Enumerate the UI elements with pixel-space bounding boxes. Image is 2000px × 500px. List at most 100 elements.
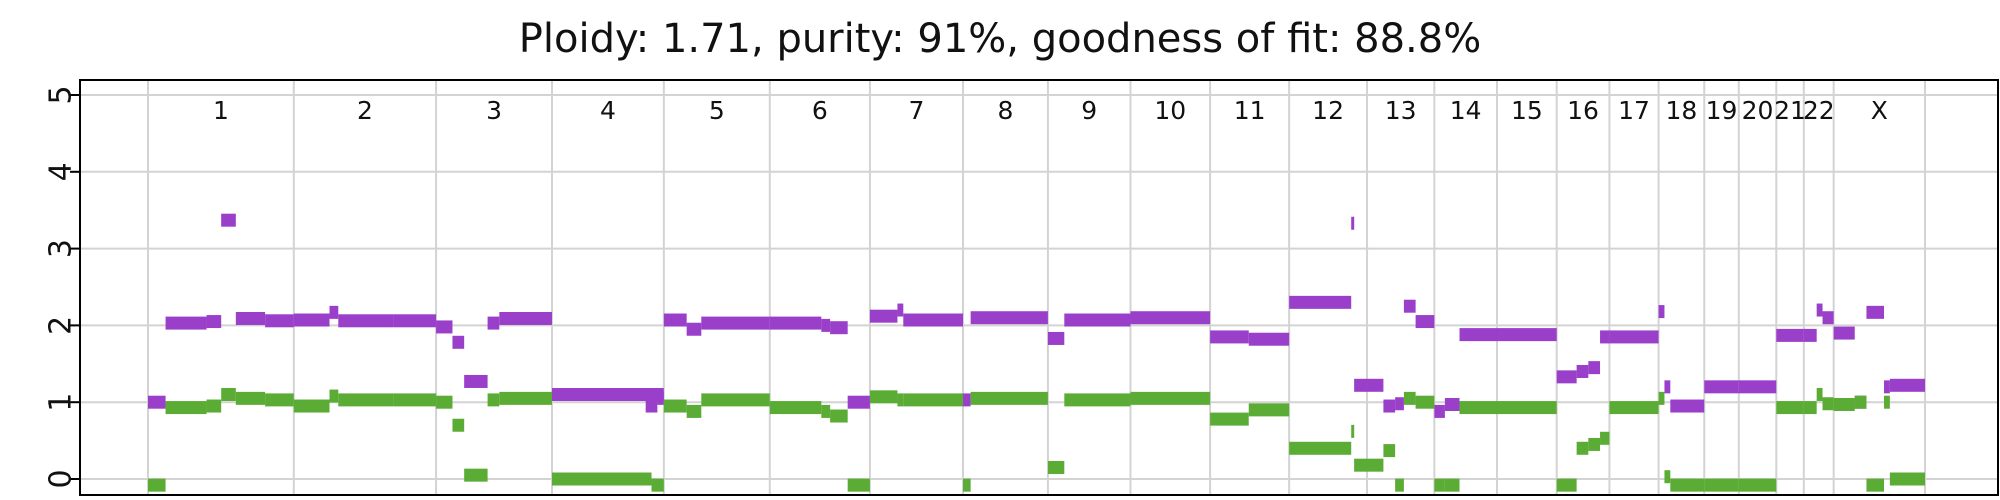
minor-allele-segment bbox=[1395, 478, 1404, 492]
minor-allele-segment bbox=[1816, 388, 1823, 402]
major-allele-segment bbox=[293, 313, 330, 327]
major-allele-segment bbox=[897, 303, 904, 317]
minor-allele-segment bbox=[1496, 401, 1557, 415]
minor-allele-segment bbox=[1576, 441, 1589, 455]
minor-allele-segment bbox=[1658, 391, 1665, 405]
major-allele-segment bbox=[221, 213, 236, 227]
minor-allele-segment bbox=[1776, 401, 1804, 415]
major-allele-segment bbox=[963, 393, 971, 407]
minor-allele-segment bbox=[686, 404, 702, 418]
major-allele-segment bbox=[206, 315, 222, 329]
major-allele-segment bbox=[1403, 299, 1416, 313]
major-allele-segment bbox=[464, 374, 488, 388]
major-allele-segment bbox=[847, 395, 870, 409]
minor-allele-segment bbox=[464, 468, 488, 482]
major-allele-segment bbox=[1556, 370, 1577, 384]
minor-allele-segment bbox=[329, 389, 339, 403]
minor-allele-segment bbox=[897, 393, 904, 407]
minor-allele-segment bbox=[1354, 458, 1368, 472]
minor-allele-segment bbox=[1556, 478, 1577, 492]
minor-allele-segment bbox=[1444, 478, 1460, 492]
minor-allele-segment bbox=[769, 401, 822, 415]
minor-allele-segment bbox=[452, 418, 465, 432]
minor-allele-segment bbox=[903, 393, 964, 407]
major-allele-segment bbox=[1670, 399, 1705, 413]
minor-allele-segment bbox=[338, 393, 394, 407]
minor-allele-segment bbox=[235, 391, 266, 405]
major-allele-segment bbox=[265, 314, 294, 328]
chromosome-label: 19 bbox=[1706, 96, 1738, 125]
minor-allele-series bbox=[148, 388, 1925, 492]
major-allele-segment bbox=[1047, 331, 1065, 345]
major-allele-segment bbox=[1803, 328, 1817, 342]
y-tick-label: 3 bbox=[44, 239, 79, 258]
major-allele-segment bbox=[1738, 380, 1777, 394]
chromosome-label: 17 bbox=[1618, 96, 1650, 125]
minor-allele-segment bbox=[830, 409, 848, 423]
major-allele-segment bbox=[821, 318, 831, 332]
major-allele-segment bbox=[1664, 380, 1671, 394]
minor-allele-segment bbox=[701, 393, 770, 407]
minor-allele-segment bbox=[499, 391, 552, 405]
minor-allele-segment bbox=[869, 390, 898, 404]
major-allele-segment bbox=[686, 322, 702, 336]
major-allele-segment bbox=[1351, 216, 1355, 230]
y-tick-label: 4 bbox=[44, 162, 79, 181]
major-allele-segment bbox=[329, 305, 339, 319]
minor-allele-segment bbox=[821, 404, 831, 418]
minor-allele-segment bbox=[1351, 424, 1355, 438]
major-allele-segment bbox=[165, 316, 207, 330]
minor-allele-segment bbox=[1664, 470, 1671, 484]
minor-allele-segment bbox=[1803, 401, 1817, 415]
minor-allele-segment bbox=[1600, 431, 1610, 445]
major-allele-segment bbox=[1354, 378, 1368, 392]
minor-allele-segment bbox=[1866, 478, 1885, 492]
minor-allele-segment bbox=[148, 478, 166, 492]
major-allele-segment bbox=[1600, 330, 1610, 344]
major-allele-segment bbox=[1130, 311, 1211, 325]
major-allele-segment bbox=[1444, 398, 1460, 412]
major-allele-segment bbox=[1367, 378, 1384, 392]
major-allele-segment bbox=[338, 314, 394, 328]
minor-allele-segment bbox=[963, 478, 971, 492]
major-allele-segment bbox=[1588, 361, 1601, 375]
minor-allele-segment bbox=[1248, 403, 1290, 417]
minor-allele-segment bbox=[1670, 478, 1705, 492]
major-allele-segment bbox=[487, 316, 500, 330]
minor-allele-segment bbox=[1383, 444, 1396, 458]
major-allele-segment bbox=[1383, 399, 1396, 413]
minor-allele-segment bbox=[221, 388, 236, 402]
major-allele-segment bbox=[148, 395, 166, 409]
chromosome-label: 2 bbox=[357, 96, 373, 125]
major-allele-segment bbox=[663, 313, 687, 327]
minor-allele-segment bbox=[206, 399, 222, 413]
y-tick-label: 0 bbox=[44, 469, 79, 488]
minor-allele-segment bbox=[1459, 401, 1497, 415]
major-allele-series bbox=[148, 213, 1925, 418]
chromosome-label: 3 bbox=[486, 96, 502, 125]
major-allele-segment bbox=[830, 321, 848, 335]
minor-allele-segment bbox=[1064, 393, 1131, 407]
minor-allele-segment bbox=[265, 393, 294, 407]
major-allele-segment bbox=[1776, 328, 1804, 342]
major-allele-segment bbox=[1704, 380, 1739, 394]
y-axis-ticks: 0 1 2 3 4 5 bbox=[44, 85, 80, 489]
major-allele-segment bbox=[1609, 330, 1659, 344]
minor-allele-segment bbox=[165, 401, 207, 415]
grid-layer bbox=[80, 80, 1998, 495]
minor-allele-segment bbox=[1704, 478, 1739, 492]
major-allele-segment bbox=[1889, 378, 1925, 392]
major-allele-segment bbox=[701, 316, 770, 330]
major-allele-segment bbox=[869, 309, 898, 323]
chromosome-label: 1 bbox=[213, 96, 229, 125]
chromosome-label: 16 bbox=[1567, 96, 1599, 125]
major-allele-segment bbox=[1289, 295, 1352, 309]
minor-allele-segment bbox=[651, 478, 664, 492]
major-allele-segment bbox=[551, 388, 664, 402]
major-allele-segment bbox=[1658, 305, 1665, 319]
major-allele-segment bbox=[1884, 380, 1890, 394]
major-allele-segment bbox=[1434, 404, 1445, 418]
minor-allele-segment bbox=[1833, 398, 1855, 412]
chromosome-label: 20 bbox=[1742, 96, 1774, 125]
